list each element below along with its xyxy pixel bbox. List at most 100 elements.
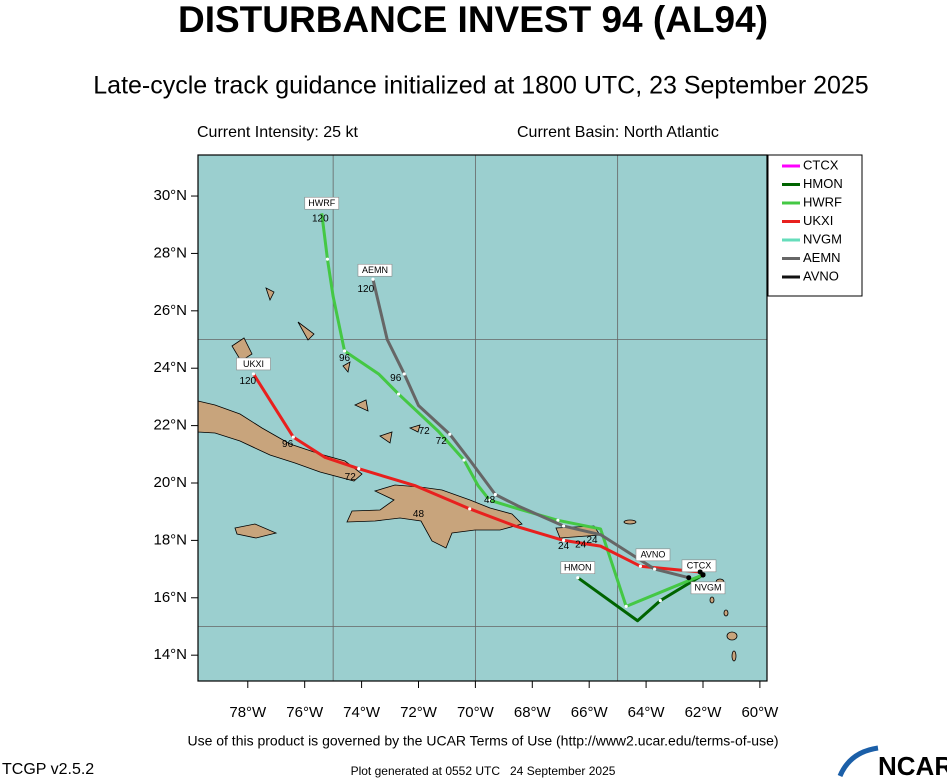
st-lucia xyxy=(726,631,738,641)
x-tick-label: 66°W xyxy=(571,704,609,721)
track-point xyxy=(342,349,347,353)
version-text: TCGP v2.5.2 xyxy=(2,761,94,778)
land xyxy=(197,287,738,662)
hour-label: 48 xyxy=(484,495,496,506)
generated-text: Plot generated at 0552 UTC 24 September … xyxy=(351,764,616,778)
legend-label: AVNO xyxy=(803,268,839,283)
track-label: AVNO xyxy=(641,550,666,560)
track-point xyxy=(488,498,492,502)
track-label-box xyxy=(635,548,671,562)
track-point xyxy=(462,458,466,462)
track-point xyxy=(658,599,662,603)
hour-label: 24 xyxy=(575,539,587,550)
x-tick-label: 76°W xyxy=(286,704,324,721)
track-label: CTCX xyxy=(687,561,712,571)
track-point xyxy=(402,372,406,376)
bahamas xyxy=(354,399,369,412)
hour-label: 120 xyxy=(312,214,329,225)
track-label-box xyxy=(304,196,340,210)
dominica xyxy=(709,596,715,604)
y-tick-label: 30°N xyxy=(153,187,187,204)
track-point xyxy=(291,435,295,439)
x-tick-label: 74°W xyxy=(343,704,381,721)
x-tick-label: 64°W xyxy=(628,704,666,721)
legend-box xyxy=(767,154,863,297)
hispaniola xyxy=(346,484,523,549)
y-tick-label: 24°N xyxy=(153,359,187,376)
cuba xyxy=(197,400,363,482)
chart-subtitle: Late-cycle track guidance initialized at… xyxy=(93,72,868,100)
track-point xyxy=(396,392,401,396)
track-label-box xyxy=(690,581,726,595)
legend-label: HWRF xyxy=(803,194,842,209)
y-tick-label: 22°N xyxy=(153,417,187,434)
track-point xyxy=(251,372,256,376)
hour-label: 72 xyxy=(419,426,431,437)
track-point xyxy=(556,518,560,522)
logo: NCAR xyxy=(878,751,947,780)
terms-text: Use of this product is governed by the U… xyxy=(187,733,778,749)
inagua xyxy=(379,431,393,444)
chart-title: DISTURBANCE INVEST 94 (AL94) xyxy=(178,0,768,40)
grid xyxy=(198,155,767,681)
track-label: UKXI xyxy=(243,359,264,369)
track-point xyxy=(325,257,330,261)
basin-label: Current Basin: North Atlantic xyxy=(517,124,719,141)
tracks: CTCX HMON HWRF UKXI NVGM AEMN AVNO 120 120 120 96 9… xyxy=(236,196,726,623)
y-tick-label: 18°N xyxy=(153,531,187,548)
track-point xyxy=(561,524,566,528)
x-tick-label: 60°W xyxy=(741,704,779,721)
track-label: HMON xyxy=(564,563,592,573)
track-point xyxy=(576,576,580,580)
caicos xyxy=(408,424,421,433)
hour-label: 96 xyxy=(282,439,294,450)
intensity-label: Current Intensity: 25 kt xyxy=(197,124,359,141)
st-vincent xyxy=(731,650,737,662)
logo-arc xyxy=(837,745,879,778)
track-line xyxy=(576,573,704,623)
hour-label: 72 xyxy=(436,436,448,447)
bahamas xyxy=(342,361,351,373)
hour-label: 120 xyxy=(239,376,256,387)
track-point xyxy=(653,567,657,571)
track-point xyxy=(493,492,497,497)
track-point xyxy=(638,564,642,568)
track-label: HWRF xyxy=(308,198,335,208)
hour-label: 72 xyxy=(345,472,357,483)
hour-label: 24 xyxy=(558,541,570,552)
legend-label: CTCX xyxy=(803,157,839,172)
x-tick-label: 72°W xyxy=(400,704,438,721)
track-start xyxy=(686,575,692,581)
track-point xyxy=(448,432,452,436)
track-label-box xyxy=(236,357,271,371)
track-label: AEMN xyxy=(362,265,388,275)
legend-label: AEMN xyxy=(803,250,841,265)
jamaica xyxy=(234,523,278,539)
track-point xyxy=(561,538,566,542)
hour-label: 96 xyxy=(390,373,402,384)
martinique xyxy=(723,609,729,617)
andros xyxy=(231,337,253,362)
x-tick-label: 62°W xyxy=(685,704,723,721)
ocean xyxy=(198,155,767,681)
track-start xyxy=(700,572,706,578)
track-line xyxy=(252,373,701,574)
track-line xyxy=(371,278,690,580)
track-point xyxy=(371,277,375,281)
hour-label: 120 xyxy=(358,284,375,295)
x-tick-label: 70°W xyxy=(457,704,495,721)
hour-label: 96 xyxy=(339,353,351,364)
virgin-islands xyxy=(623,519,637,525)
legend-label: NVGM xyxy=(803,231,842,246)
track-label-box xyxy=(357,263,393,277)
map-frame xyxy=(197,154,768,682)
bahamas xyxy=(297,321,315,341)
y-tick-label: 28°N xyxy=(153,244,187,261)
x-tick-label: 68°W xyxy=(514,704,552,721)
track-label-box xyxy=(560,561,596,574)
y-tick-label: 26°N xyxy=(153,302,187,319)
y-tick-label: 20°N xyxy=(153,474,187,491)
